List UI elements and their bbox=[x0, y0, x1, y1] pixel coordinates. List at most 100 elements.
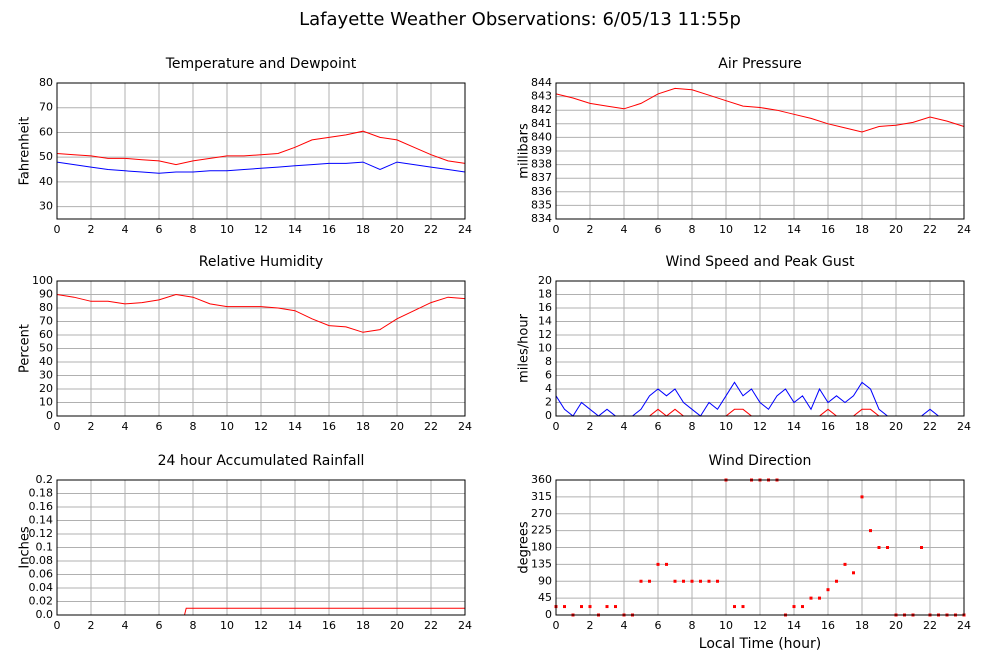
x-tick-label: 12 bbox=[753, 223, 767, 236]
x-tick-label: 0 bbox=[54, 223, 61, 236]
x-tick-label: 24 bbox=[458, 223, 472, 236]
y-tick-label: 90 bbox=[538, 574, 552, 587]
y-tick-label: 844 bbox=[531, 76, 552, 89]
x-tick-label: 22 bbox=[923, 619, 937, 632]
y-axis-label: miles/hour bbox=[517, 313, 532, 382]
x-tick-label: 0 bbox=[54, 619, 61, 632]
chart-title: Temperature and Dewpoint bbox=[165, 56, 357, 72]
x-tick-label: 10 bbox=[719, 420, 733, 433]
y-tick-label: 225 bbox=[531, 524, 552, 537]
y-axis-label: Inches bbox=[18, 526, 33, 568]
plot-border bbox=[56, 280, 466, 417]
data-point bbox=[852, 571, 855, 575]
y-tick-label: 835 bbox=[531, 198, 552, 211]
x-tick-label: 6 bbox=[156, 420, 163, 433]
y-tick-label: 360 bbox=[531, 473, 552, 486]
x-tick-label: 22 bbox=[424, 619, 438, 632]
x-tick-label: 18 bbox=[855, 223, 869, 236]
x-tick-label: 6 bbox=[655, 223, 662, 236]
x-tick-label: 12 bbox=[254, 223, 268, 236]
data-point bbox=[580, 605, 583, 609]
data-point bbox=[741, 605, 745, 609]
x-tick-label: 24 bbox=[957, 420, 971, 433]
y-tick-label: 0 bbox=[545, 409, 552, 422]
y-tick-label: 0 bbox=[545, 608, 552, 621]
plot-border bbox=[555, 82, 965, 220]
y-tick-label: 16 bbox=[538, 301, 552, 314]
x-tick-label: 24 bbox=[458, 420, 472, 433]
x-tick-label: 4 bbox=[621, 619, 628, 632]
plot-border bbox=[56, 479, 466, 616]
x-tick-label: 20 bbox=[889, 223, 903, 236]
x-tick-label: 12 bbox=[254, 619, 268, 632]
y-axis-label: Fahrenheit bbox=[18, 117, 33, 186]
data-point bbox=[639, 579, 643, 583]
x-tick-label: 22 bbox=[923, 223, 937, 236]
x-tick-label: 14 bbox=[288, 420, 302, 433]
y-tick-label: 834 bbox=[531, 212, 552, 225]
y-tick-label: 20 bbox=[39, 382, 53, 395]
x-tick-label: 22 bbox=[424, 223, 438, 236]
data-point bbox=[699, 579, 702, 583]
y-tick-label: 12 bbox=[538, 328, 552, 341]
y-tick-label: 80 bbox=[39, 76, 53, 89]
y-tick-label: 837 bbox=[531, 171, 552, 184]
x-tick-label: 14 bbox=[288, 619, 302, 632]
data-point bbox=[656, 562, 660, 566]
data-point bbox=[733, 605, 736, 609]
x-tick-label: 2 bbox=[88, 223, 95, 236]
data-point bbox=[843, 562, 847, 566]
x-tick-label: 22 bbox=[424, 420, 438, 433]
x-tick-label: 8 bbox=[190, 420, 197, 433]
y-tick-label: 0.04 bbox=[29, 581, 54, 594]
y-tick-label: 0.02 bbox=[29, 595, 54, 608]
data-point bbox=[792, 605, 796, 609]
x-tick-label: 4 bbox=[621, 420, 628, 433]
x-tick-label: 4 bbox=[122, 619, 129, 632]
chart-title: 24 hour Accumulated Rainfall bbox=[158, 453, 365, 469]
y-tick-label: 10 bbox=[538, 342, 552, 355]
y-tick-label: 50 bbox=[39, 150, 53, 163]
x-tick-label: 16 bbox=[821, 223, 835, 236]
data-line bbox=[555, 87, 965, 133]
y-tick-label: 4 bbox=[545, 382, 552, 395]
x-tick-label: 8 bbox=[689, 420, 696, 433]
data-point bbox=[648, 579, 651, 583]
y-tick-label: 14 bbox=[538, 315, 552, 328]
data-point bbox=[682, 579, 685, 583]
x-tick-label: 2 bbox=[587, 420, 594, 433]
x-tick-label: 20 bbox=[390, 420, 404, 433]
data-line bbox=[56, 293, 466, 333]
x-tick-label: 8 bbox=[689, 223, 696, 236]
x-tick-label: 12 bbox=[753, 420, 767, 433]
y-tick-label: 70 bbox=[39, 101, 53, 114]
x-tick-label: 2 bbox=[587, 619, 594, 632]
y-tick-label: 0.2 bbox=[36, 473, 54, 486]
x-tick-label: 8 bbox=[689, 619, 696, 632]
x-tick-label: 6 bbox=[655, 619, 662, 632]
data-point bbox=[588, 605, 592, 609]
y-tick-label: 40 bbox=[39, 175, 53, 188]
y-tick-label: 70 bbox=[39, 315, 53, 328]
y-axis-label: degrees bbox=[517, 521, 532, 574]
x-tick-label: 0 bbox=[54, 420, 61, 433]
y-tick-label: 45 bbox=[538, 591, 552, 604]
x-tick-label: 18 bbox=[855, 420, 869, 433]
y-tick-label: 0.14 bbox=[29, 514, 54, 527]
chart-title: Wind Direction bbox=[709, 453, 812, 469]
x-tick-label: 16 bbox=[821, 420, 835, 433]
data-point bbox=[605, 605, 609, 609]
y-tick-label: 842 bbox=[531, 103, 552, 116]
data-point bbox=[818, 596, 821, 600]
y-tick-label: 40 bbox=[39, 355, 53, 368]
y-axis-label: millibars bbox=[517, 123, 532, 179]
x-tick-label: 4 bbox=[122, 420, 129, 433]
x-tick-label: 20 bbox=[889, 619, 903, 632]
chart-title: Wind Speed and Peak Gust bbox=[666, 254, 855, 270]
y-tick-label: 60 bbox=[39, 328, 53, 341]
x-tick-label: 2 bbox=[88, 420, 95, 433]
x-tick-label: 16 bbox=[821, 619, 835, 632]
y-tick-label: 20 bbox=[538, 274, 552, 287]
